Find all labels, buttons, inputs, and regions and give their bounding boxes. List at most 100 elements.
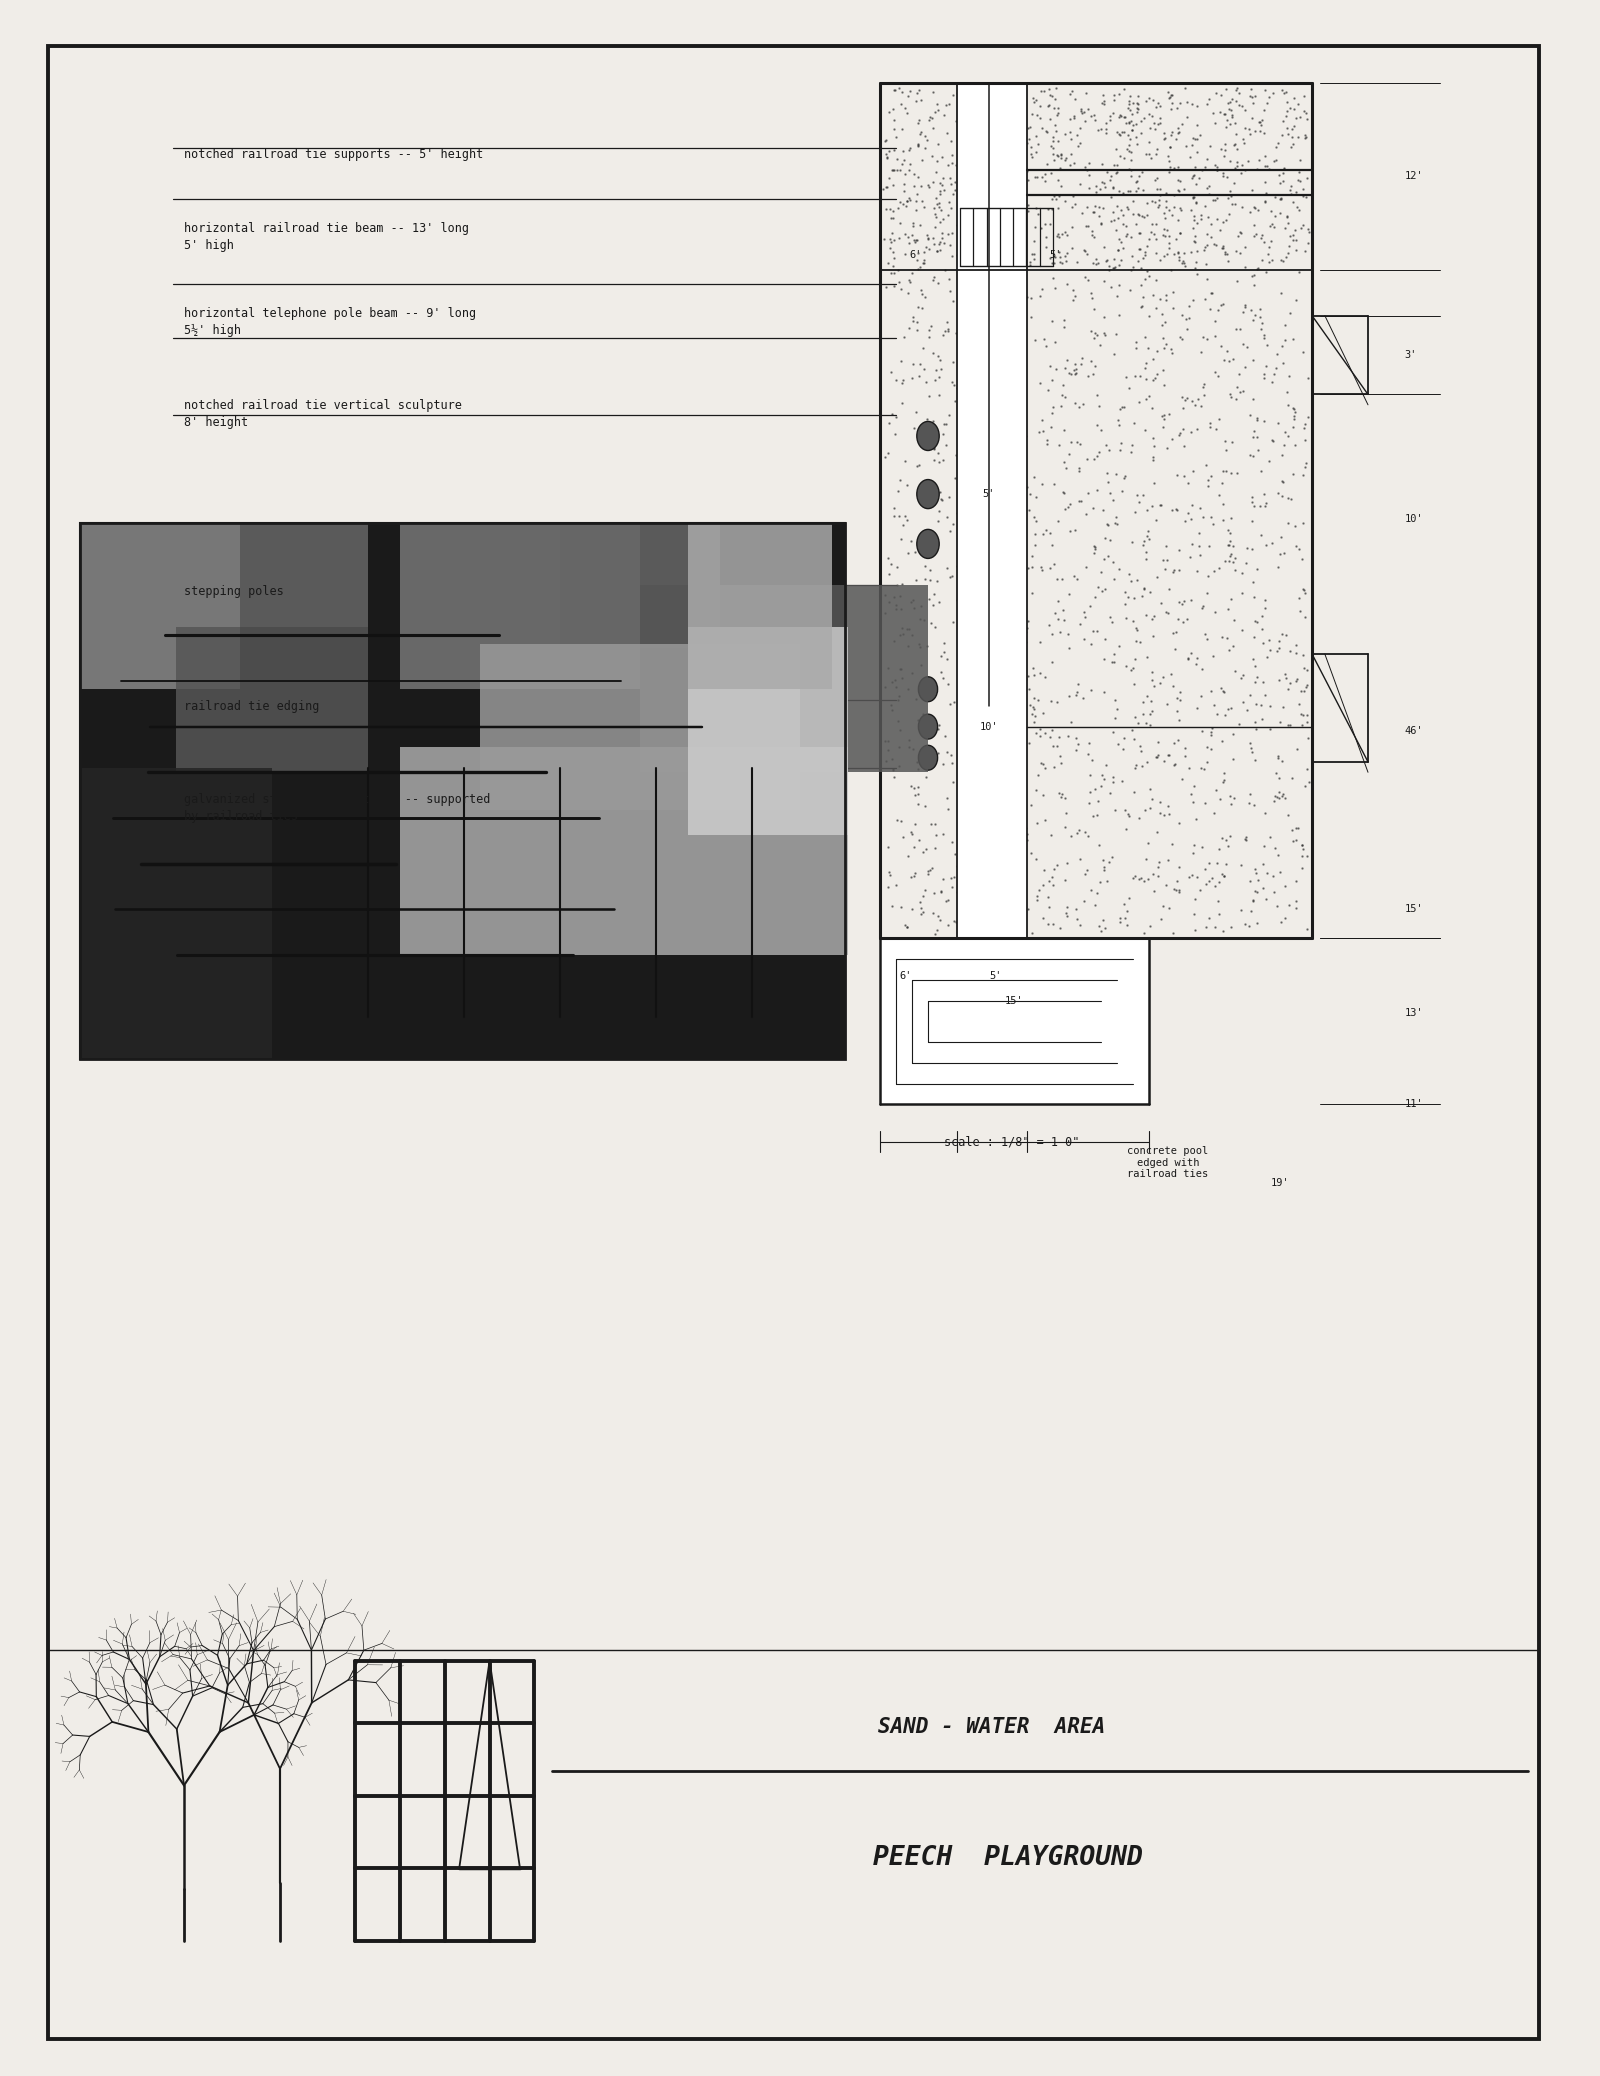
Point [1018, 837, 1043, 870]
Point [1078, 627, 1104, 660]
Point [1133, 536, 1158, 569]
Point [1101, 251, 1126, 284]
Point [1032, 158, 1058, 191]
Point [1206, 897, 1232, 930]
Point [1203, 774, 1229, 808]
Point [902, 226, 928, 260]
Point [1142, 291, 1168, 324]
Point [1136, 299, 1162, 332]
Point [966, 137, 992, 170]
Text: notched railroad tie vertical sculpture
8' height: notched railroad tie vertical sculpture … [184, 399, 462, 428]
Point [914, 629, 939, 662]
Point [989, 567, 1014, 600]
Point [1194, 324, 1219, 357]
Point [970, 133, 995, 166]
Point [1083, 409, 1109, 442]
Point [1067, 112, 1093, 145]
Point [1259, 243, 1285, 276]
Point [1043, 326, 1069, 359]
Point [906, 127, 931, 160]
Point [1040, 193, 1066, 226]
Point [1082, 529, 1107, 563]
Point [1064, 675, 1090, 708]
Point [1091, 318, 1117, 351]
Point [1003, 461, 1029, 494]
Point [1275, 85, 1301, 118]
Point [896, 181, 922, 214]
Point [1197, 129, 1222, 162]
Point [966, 712, 992, 745]
Point [1272, 781, 1298, 814]
Point [1269, 73, 1294, 106]
Point [1162, 631, 1187, 664]
Point [1080, 357, 1106, 390]
Point [1282, 81, 1307, 114]
Point [962, 886, 987, 920]
Point [1133, 322, 1158, 355]
Point [1163, 874, 1189, 907]
Point [954, 353, 979, 386]
Point [1210, 230, 1235, 264]
Point [1211, 156, 1237, 189]
Point [1275, 206, 1301, 239]
Point [941, 507, 966, 540]
Point [1090, 147, 1115, 181]
Point [1221, 743, 1246, 776]
Point [934, 641, 960, 675]
Point [1125, 706, 1150, 739]
Point [1027, 75, 1053, 108]
Point [1040, 390, 1066, 424]
Point [1104, 278, 1130, 311]
Point [1114, 812, 1139, 845]
Point [1278, 120, 1304, 154]
Point [1269, 480, 1294, 513]
Point [1082, 220, 1107, 253]
Point [1030, 901, 1056, 934]
Point [886, 619, 912, 652]
Bar [957, 83, 1027, 938]
Point [1141, 278, 1166, 311]
Point [1198, 733, 1224, 766]
Point [1037, 349, 1062, 382]
Point [1146, 87, 1171, 120]
Point [1171, 504, 1197, 538]
Point [1122, 581, 1147, 614]
Point [909, 648, 934, 681]
Point [992, 519, 1018, 552]
Point [979, 361, 1005, 394]
Point [1290, 828, 1315, 862]
Point [971, 660, 997, 693]
Point [1157, 131, 1182, 164]
Point [878, 889, 904, 922]
Point [957, 509, 982, 542]
Point [1205, 181, 1230, 214]
Point [1272, 536, 1298, 569]
Point [1098, 100, 1123, 133]
Point [936, 480, 962, 513]
Point [1269, 183, 1294, 216]
Point [1165, 149, 1190, 183]
Point [1285, 164, 1310, 197]
Point [920, 110, 946, 143]
Point [1146, 191, 1171, 224]
Point [1240, 565, 1266, 598]
Point [1082, 442, 1107, 475]
Point [1074, 191, 1099, 224]
Point [1104, 116, 1130, 149]
Point [1115, 581, 1141, 614]
Point [1245, 251, 1270, 284]
Point [976, 201, 1002, 235]
Point [939, 606, 965, 639]
Point [880, 195, 906, 228]
Point [1101, 149, 1126, 183]
Point [1275, 376, 1301, 409]
Point [872, 440, 898, 473]
Point [1123, 164, 1149, 197]
Point [1158, 149, 1184, 183]
Point [1194, 87, 1219, 120]
Point [1155, 843, 1181, 876]
Point [1254, 349, 1280, 382]
Point [1062, 733, 1088, 766]
Point [1206, 403, 1232, 436]
Point [1258, 224, 1283, 257]
